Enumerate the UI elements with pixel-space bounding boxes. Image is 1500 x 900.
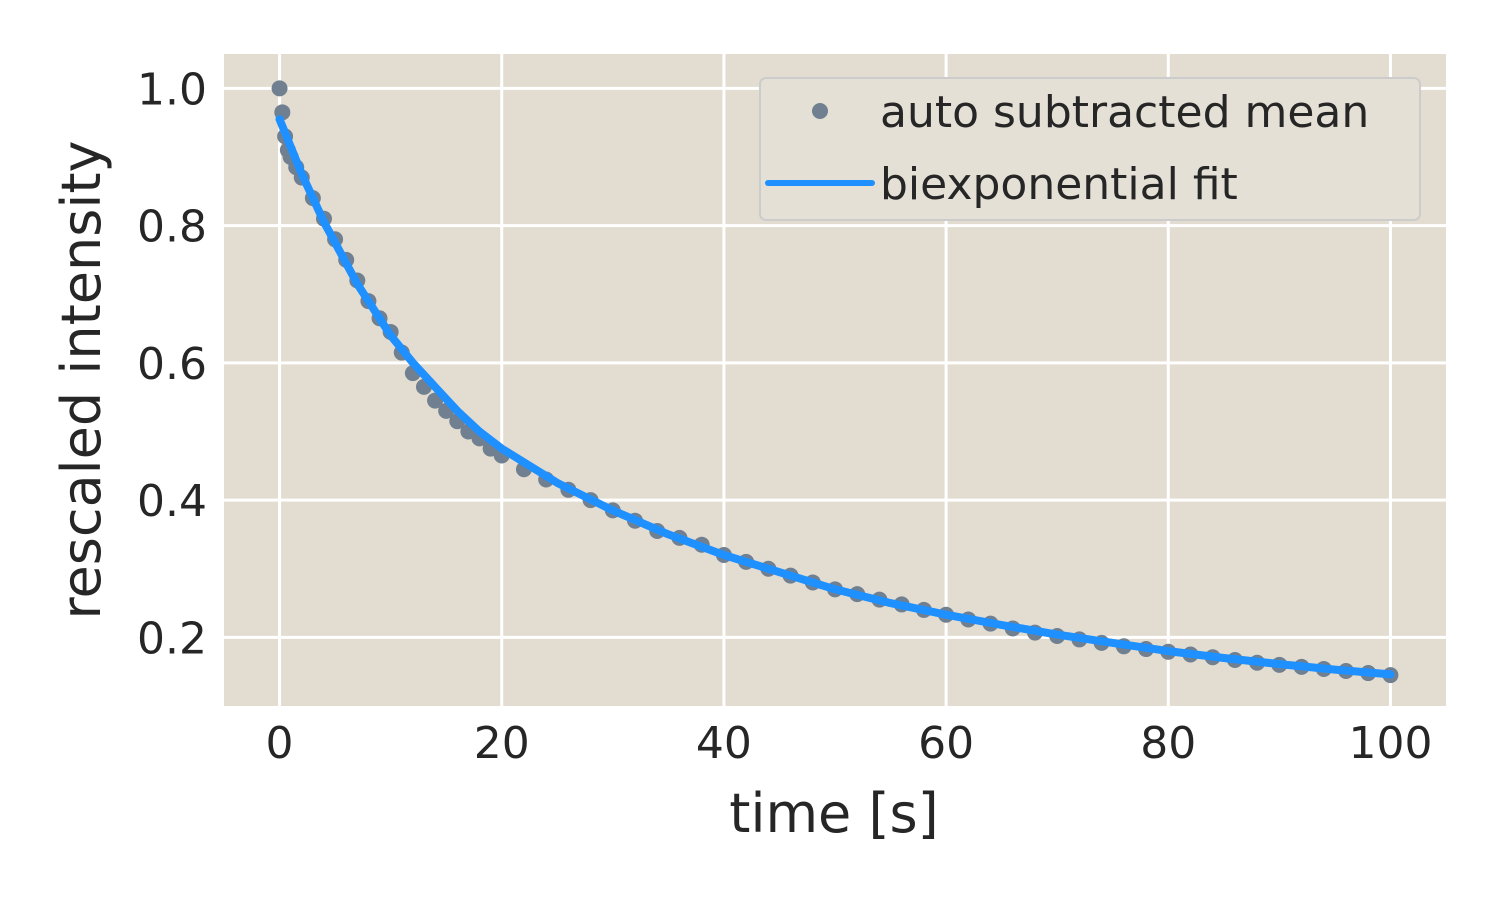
- scatter-point: [271, 80, 288, 97]
- x-tick-label: 40: [696, 718, 752, 769]
- y-tick-label: 1.0: [137, 64, 207, 115]
- legend: auto subtracted mean biexponential fit: [759, 77, 1421, 221]
- x-tick-label: 20: [474, 718, 530, 769]
- fit-line: [275, 115, 1395, 679]
- y-tick-label: 0.2: [137, 613, 207, 664]
- x-tick-label: 80: [1140, 718, 1196, 769]
- y-tick-label: 0.4: [137, 476, 207, 527]
- x-tick-label: 0: [266, 718, 294, 769]
- fit-line-series: [275, 115, 1395, 679]
- x-tick-label: 60: [918, 718, 974, 769]
- y-tick-label: 0.6: [137, 339, 207, 390]
- x-tick-label: 100: [1348, 718, 1432, 769]
- y-axis-label: rescaled intensity: [50, 141, 113, 620]
- legend-box: [759, 77, 1421, 221]
- legend-scatter-marker: [812, 103, 828, 119]
- legend-label-line: biexponential fit: [880, 159, 1238, 210]
- x-tick-labels: 0 20 40 60 80 100: [266, 718, 1433, 769]
- y-tick-label: 0.8: [137, 202, 207, 253]
- y-tick-labels: 0.2 0.4 0.6 0.8 1.0: [137, 64, 207, 664]
- legend-label-scatter: auto subtracted mean: [880, 87, 1369, 138]
- x-axis-label: time [s]: [729, 782, 938, 845]
